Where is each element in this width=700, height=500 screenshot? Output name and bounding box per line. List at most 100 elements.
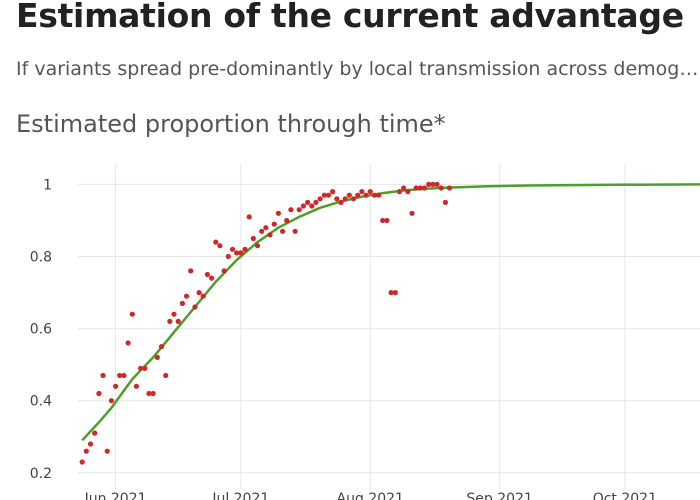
data-point: [434, 181, 440, 187]
data-point: [234, 250, 240, 256]
data-point: [300, 203, 306, 209]
data-point: [129, 311, 135, 317]
data-point: [246, 214, 252, 220]
data-point: [192, 304, 198, 310]
data-point: [79, 459, 85, 465]
data-point: [275, 210, 281, 216]
data-point: [104, 448, 110, 454]
data-point: [254, 243, 261, 249]
data-point: [213, 239, 219, 245]
y-tick-label: 0.6: [30, 322, 52, 338]
data-point: [309, 203, 315, 209]
x-tick-label: Sep 2021: [466, 491, 532, 500]
data-point: [225, 253, 231, 260]
data-point: [392, 290, 398, 296]
data-point: [409, 210, 415, 216]
data-point: [430, 181, 436, 187]
data-point: [263, 225, 269, 231]
data-point: [280, 228, 286, 234]
data-point: [313, 199, 319, 205]
data-point: [271, 221, 277, 227]
data-point: [421, 185, 428, 191]
data-point: [133, 383, 139, 389]
data-point: [267, 232, 273, 238]
data-point: [355, 192, 361, 198]
data-point: [209, 275, 215, 281]
data-point: [167, 318, 173, 324]
data-point: [142, 365, 148, 371]
data-point: [188, 268, 194, 274]
data-point: [163, 372, 169, 379]
data-point: [179, 300, 185, 306]
data-point: [204, 271, 210, 278]
data-point: [117, 372, 123, 379]
data-point: [396, 189, 402, 195]
data-point: [125, 340, 131, 346]
data-point: [200, 293, 206, 299]
y-tick-label: 0.4: [30, 394, 52, 410]
x-tick-label: Oct 2021: [593, 491, 657, 500]
data-point: [296, 207, 302, 213]
data-point: [259, 228, 265, 234]
x-tick-label: Aug 2021: [337, 491, 404, 500]
data-point: [350, 196, 357, 202]
data-point: [83, 448, 89, 454]
data-point: [442, 199, 448, 205]
y-tick-label: 0.8: [30, 250, 52, 266]
data-point: [321, 192, 327, 198]
data-point: [384, 217, 390, 224]
data-point: [346, 192, 352, 198]
data-point: [426, 181, 432, 187]
fit-line: [81, 183, 700, 442]
data-point: [371, 192, 377, 198]
data-point: [376, 192, 382, 198]
chart-title: Estimated proportion through time*: [16, 110, 446, 138]
data-point: [405, 189, 411, 195]
data-point: [96, 390, 102, 397]
data-point: [150, 390, 156, 397]
data-point: [363, 192, 369, 198]
data-point: [413, 185, 419, 191]
data-point: [380, 217, 386, 224]
y-tick-label: 1: [43, 177, 52, 193]
data-point: [87, 441, 94, 447]
data-point: [305, 199, 311, 205]
data-point: [250, 235, 256, 242]
data-point: [317, 196, 323, 202]
data-point: [438, 185, 444, 191]
data-point: [92, 430, 98, 436]
data-point: [417, 185, 423, 191]
data-point: [158, 344, 165, 350]
data-point: [171, 311, 177, 317]
data-point: [217, 243, 223, 249]
data-point: [138, 365, 144, 371]
data-point: [292, 228, 298, 234]
data-point: [183, 293, 190, 299]
data-point: [196, 290, 202, 296]
page-title: Estimation of the current advantage: [16, 0, 684, 35]
data-point: [288, 207, 294, 213]
data-point: [359, 189, 365, 195]
data-point: [388, 290, 394, 296]
data-point: [154, 354, 160, 360]
data-point: [367, 189, 373, 195]
data-point: [342, 196, 348, 202]
data-point: [108, 398, 114, 404]
data-point: [146, 390, 152, 397]
data-point: [330, 189, 336, 195]
data-point: [113, 383, 119, 389]
data-point: [242, 246, 248, 252]
data-point: [446, 185, 453, 191]
data-point: [229, 246, 236, 252]
x-tick-label: Jun 2021: [84, 491, 147, 500]
y-tick-label: 0.2: [30, 466, 52, 482]
x-tick-label: Jul 2021: [211, 491, 269, 500]
data-point: [175, 318, 181, 324]
data-point: [338, 199, 344, 205]
data-point: [221, 268, 227, 274]
data-point: [284, 217, 290, 224]
data-point: [401, 185, 407, 191]
data-point: [121, 372, 127, 379]
data-point: [334, 196, 340, 202]
